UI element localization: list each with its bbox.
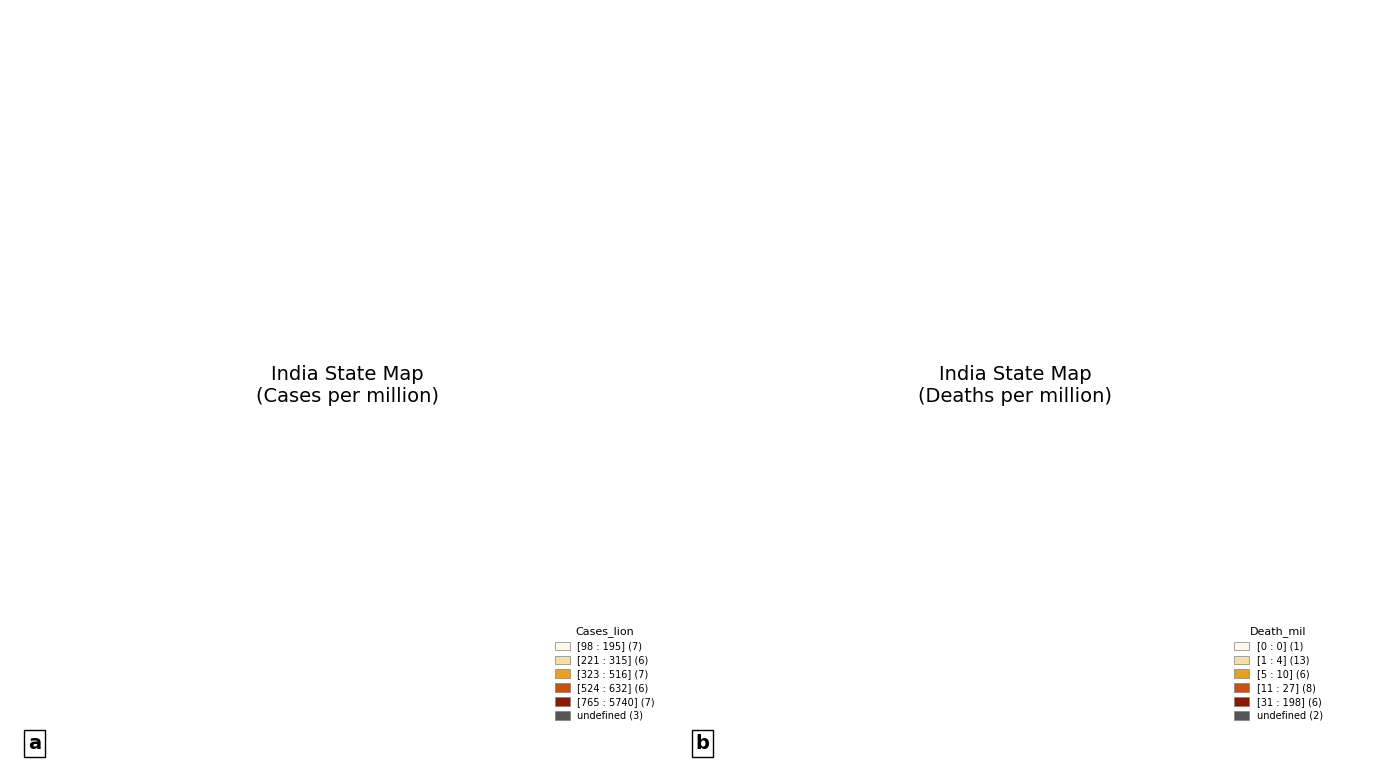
Text: a: a <box>28 734 40 753</box>
Text: b: b <box>696 734 709 753</box>
Legend: [98 : 195] (7), [221 : 315] (6), [323 : 516] (7), [524 : 632] (6), [765 : 5740] : [98 : 195] (7), [221 : 315] (6), [323 : … <box>547 618 664 729</box>
Text: India State Map
(Cases per million): India State Map (Cases per million) <box>256 365 440 407</box>
Text: India State Map
(Deaths per million): India State Map (Deaths per million) <box>918 365 1113 407</box>
Legend: [0 : 0] (1), [1 : 4] (13), [5 : 10] (6), [11 : 27] (8), [31 : 198] (6), undefine: [0 : 0] (1), [1 : 4] (13), [5 : 10] (6),… <box>1227 618 1331 729</box>
